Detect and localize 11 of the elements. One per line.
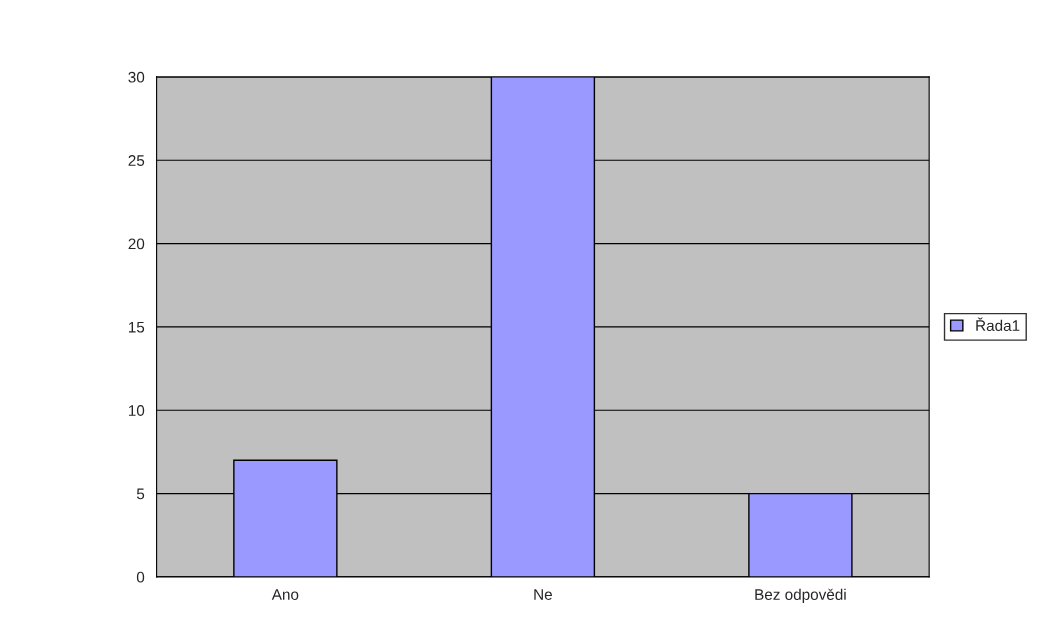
x-tick-label: Ano [271,589,299,600]
y-tick-label: 20 [128,238,145,250]
legend-label: Řada1 [976,317,1020,332]
y-tick-label: 25 [128,155,145,166]
x-tick-label: Bez odpovědi [755,588,846,603]
y-tick-label: 10 [128,405,145,416]
y-tick-label: 15 [128,321,145,333]
x-tick-label: Ne [534,589,552,600]
y-tick-label: 5 [136,488,145,500]
y-tick-label: 0 [136,571,145,583]
y-tick-label: 30 [128,71,145,83]
